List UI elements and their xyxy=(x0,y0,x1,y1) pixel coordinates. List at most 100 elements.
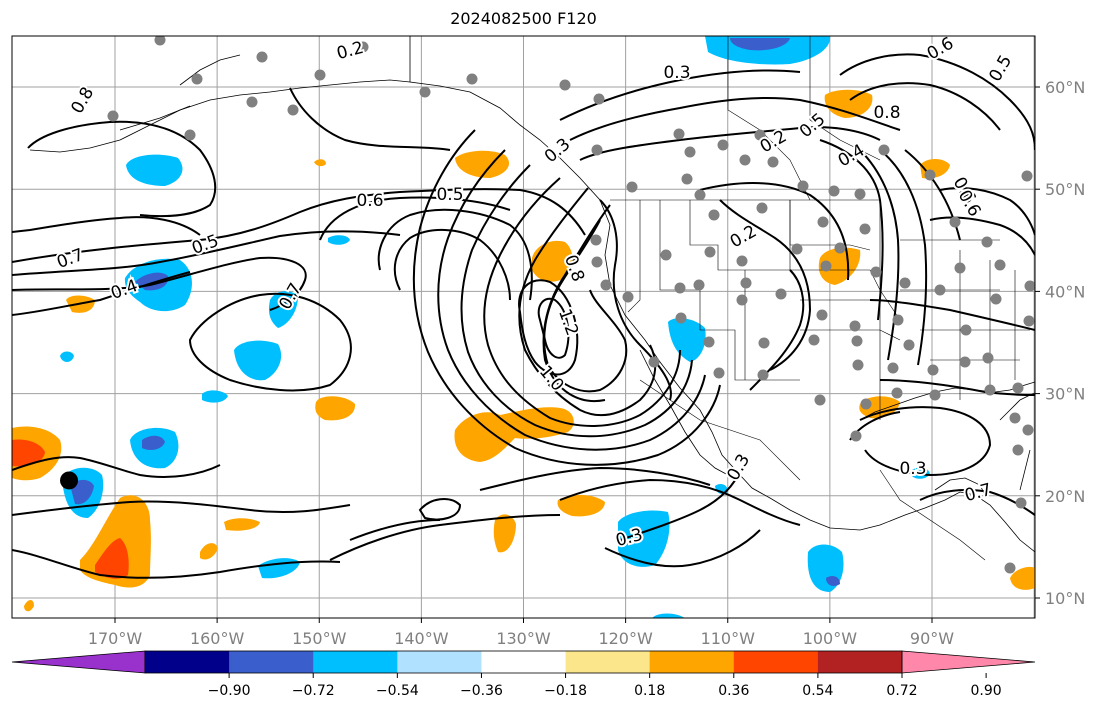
station-dot xyxy=(949,216,961,228)
anomaly-shading xyxy=(12,36,1035,618)
station-dot xyxy=(675,312,687,324)
positive-anomaly-core xyxy=(12,439,45,467)
lat-tick-label: 30°N xyxy=(1045,385,1085,404)
coastlines xyxy=(29,36,1035,553)
colorbar-frame xyxy=(144,650,903,674)
lon-tick-label: 130°W xyxy=(496,629,551,648)
station-dot xyxy=(758,337,770,349)
lon-tick-label: 110°W xyxy=(701,629,756,648)
station-dot xyxy=(814,394,826,406)
station-dot xyxy=(622,291,634,303)
positive-anomaly-core xyxy=(95,538,129,579)
positive-anomaly-patch xyxy=(818,247,861,285)
station-dot xyxy=(878,144,890,156)
negative-anomaly-core xyxy=(826,576,840,586)
station-dot xyxy=(693,279,705,291)
colorbar-extend-low xyxy=(11,650,146,674)
station-dot xyxy=(828,185,840,197)
colorbar-segment xyxy=(565,651,651,673)
station-dot xyxy=(591,256,603,268)
colorbar-segment xyxy=(313,651,398,673)
station-dot xyxy=(1012,444,1024,456)
latitude-tick-labels: 10°N 20°N 30°N 40°N 50°N 60°N xyxy=(1035,78,1085,608)
station-dot xyxy=(1023,315,1035,327)
lat-tick-label: 60°N xyxy=(1045,78,1085,97)
station-dot xyxy=(860,398,872,410)
station-dot xyxy=(929,389,941,401)
lat-tick-label: 50°N xyxy=(1045,180,1085,199)
station-dot xyxy=(256,51,268,63)
positive-anomaly-patch xyxy=(200,543,218,560)
negative-anomaly-patch xyxy=(126,154,183,186)
station-dot xyxy=(775,288,787,300)
colorbar-tick-label: 0.54 xyxy=(802,683,833,699)
station-dot xyxy=(1022,424,1034,436)
positive-anomaly-patch xyxy=(315,396,356,421)
positive-anomaly-patch xyxy=(824,89,873,118)
station-dot xyxy=(1021,170,1033,182)
station-dot xyxy=(681,173,693,185)
negative-anomaly-core xyxy=(730,38,790,51)
station-dot xyxy=(717,139,729,151)
station-dot xyxy=(1009,412,1021,424)
positive-anomaly-patch xyxy=(532,240,573,282)
station-dot xyxy=(984,384,996,396)
station-dot xyxy=(849,320,861,332)
station-dot xyxy=(934,284,946,296)
lon-tick-label: 100°W xyxy=(803,629,858,648)
station-dot xyxy=(314,69,326,81)
colorbar-tick-label: 0.90 xyxy=(971,683,1002,699)
negative-anomaly-patch xyxy=(668,318,706,362)
station-dot xyxy=(859,223,871,235)
station-dots xyxy=(107,36,1035,574)
station-dot xyxy=(994,259,1006,271)
station-dot xyxy=(466,73,478,85)
negative-anomaly-patch xyxy=(234,340,282,381)
station-dot xyxy=(107,110,119,122)
station-dot xyxy=(756,202,768,214)
station-dot xyxy=(924,169,936,181)
station-dot xyxy=(591,144,603,156)
station-dot xyxy=(981,236,993,248)
station-dot xyxy=(736,294,748,306)
station-dot xyxy=(903,339,915,351)
station-dot xyxy=(820,260,832,272)
positive-anomaly-patch xyxy=(493,514,516,553)
station-dot xyxy=(892,314,904,326)
station-dot xyxy=(593,93,605,105)
lat-tick-label: 10°N xyxy=(1045,589,1085,608)
station-dot xyxy=(740,277,752,289)
colorbar-segment xyxy=(817,651,903,673)
negative-anomaly-patch xyxy=(60,351,74,362)
contour-label: 0.6 xyxy=(356,191,383,211)
station-dot xyxy=(816,309,828,321)
colorbar-tick-label: −0.36 xyxy=(460,683,503,699)
colorbar-tick-label: 0.72 xyxy=(886,683,917,699)
station-dot xyxy=(797,180,809,192)
station-dot xyxy=(191,73,203,85)
station-dot xyxy=(791,243,803,255)
station-dot xyxy=(834,242,846,254)
station-dot xyxy=(854,188,866,200)
contour-label: 0.3 xyxy=(663,63,690,83)
station-dot xyxy=(754,129,766,141)
station-dot xyxy=(287,104,299,116)
positive-anomaly-patch xyxy=(454,407,574,462)
station-dot xyxy=(590,234,602,246)
station-dot xyxy=(739,154,751,166)
colorbar-tick-label: −0.90 xyxy=(208,683,251,699)
negative-anomaly-core xyxy=(142,435,165,450)
station-dot xyxy=(674,282,686,294)
colorbar-tick-label: 0.18 xyxy=(634,683,665,699)
contour-label: 0.8 xyxy=(873,103,900,123)
colorbar-segment xyxy=(145,651,230,673)
colorbar-tick-label: −0.18 xyxy=(544,683,587,699)
colorbar-tick-label: −0.54 xyxy=(376,683,419,699)
negative-anomaly-patch xyxy=(328,235,350,245)
longitude-tick-labels: 170°W 160°W 150°W 140°W 130°W 120°W 110°W 100°W… xyxy=(88,618,954,648)
colorbar-segment xyxy=(229,651,314,673)
station-dot xyxy=(990,293,1002,305)
positive-anomaly-patch xyxy=(1010,566,1035,590)
station-dot xyxy=(736,255,748,267)
